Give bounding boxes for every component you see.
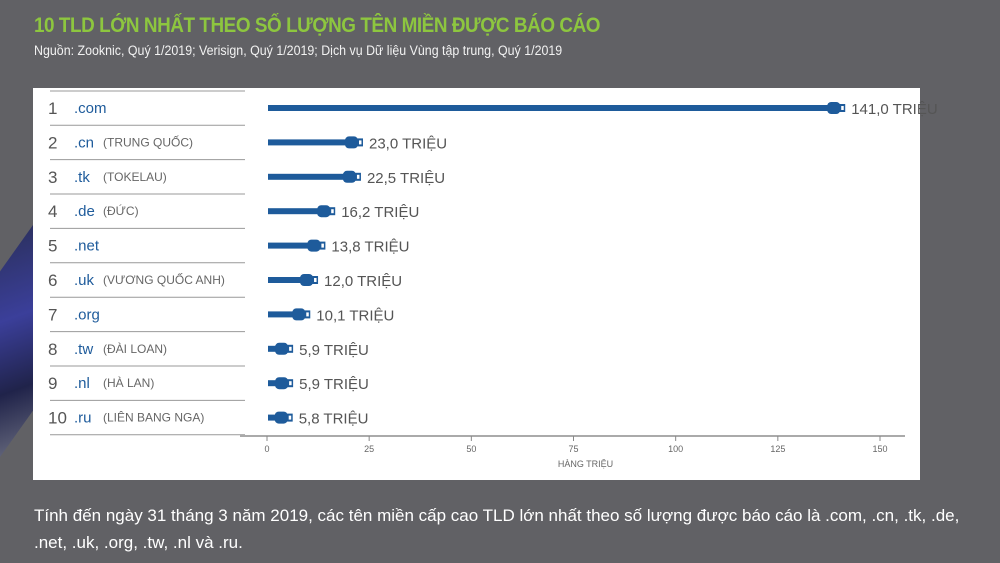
x-tick-label: 75 [568, 444, 578, 454]
bar-plug [344, 136, 358, 149]
rank-label: 2 [48, 133, 57, 152]
bar-plug-notch [289, 381, 292, 386]
tld-label: .com [74, 100, 107, 117]
x-tick-label: 25 [364, 444, 374, 454]
tld-label: .nl [74, 375, 90, 392]
tld-label: .tw [74, 341, 93, 358]
bar-plug [827, 102, 841, 114]
country-label: (HÀ LAN) [103, 375, 154, 390]
bar-plug [275, 377, 289, 390]
x-tick-label: 125 [770, 444, 785, 454]
x-tick-label: 0 [264, 444, 269, 454]
bar-plug-notch [289, 346, 292, 351]
rank-label: 7 [48, 305, 57, 324]
bar [268, 380, 281, 387]
value-label: 10,1 TRIỆU [316, 307, 394, 324]
bar-plug-notch [358, 140, 362, 145]
tld-label: .net [74, 238, 100, 255]
bar-plug-notch [314, 278, 317, 282]
country-label: (ĐỨC) [103, 203, 139, 218]
tld-label: .org [74, 306, 100, 323]
bar-plug-notch [288, 415, 292, 420]
tld-label: .de [74, 203, 95, 220]
rank-label: 3 [48, 168, 57, 187]
tld-label: .ru [74, 410, 92, 427]
bar-plug-notch [331, 209, 334, 214]
country-label: (ĐÀI LOAN) [103, 341, 167, 356]
caption-text: Tính đến ngày 31 tháng 3 năm 2019, các t… [34, 506, 960, 552]
rank-label: 6 [48, 271, 57, 290]
chart-panel [33, 88, 920, 480]
bar [268, 414, 280, 421]
x-tick-label: 150 [872, 444, 887, 454]
bar-plug-notch [321, 243, 324, 248]
value-label: 22,5 TRIỆU [367, 170, 445, 187]
rank-label: 5 [48, 237, 57, 256]
bar-plug-notch [306, 312, 309, 317]
value-label: 5,9 TRIỆU [299, 342, 369, 359]
country-label: (VƯƠNG QUỐC ANH) [103, 272, 225, 287]
bar-plug [275, 342, 289, 355]
bar [268, 311, 298, 318]
bar-plug [342, 170, 356, 183]
tld-label: .cn [74, 134, 94, 151]
bar [268, 277, 306, 283]
chart-source: Nguồn: Zooknic, Quý 1/2019; Verisign, Qu… [34, 43, 563, 58]
x-axis-title: HÀNG TRIỆU [558, 459, 613, 469]
bar-plug-notch [841, 106, 844, 110]
x-tick-label: 100 [668, 444, 683, 454]
tld-label: .uk [74, 272, 95, 289]
value-label: 12,0 TRIỆU [324, 273, 402, 290]
value-label: 5,8 TRIỆU [299, 411, 369, 428]
bar [268, 242, 313, 249]
rank-label: 8 [48, 340, 57, 359]
x-tick-label: 50 [466, 444, 476, 454]
chart-title: 10 TLD LỚN NHẤT THEO SỐ LƯỢNG TÊN MIỀN Đ… [34, 14, 601, 37]
bar-plug [274, 411, 288, 424]
rank-label: 4 [48, 202, 57, 221]
country-label: (LIÊN BANG NGA) [103, 410, 204, 425]
country-label: (TOKELAU) [103, 170, 167, 184]
value-label: 13,8 TRIỆU [331, 239, 409, 256]
country-label: (TRUNG QUỐC) [103, 134, 193, 149]
bar-plug [300, 274, 314, 286]
bar [268, 173, 348, 180]
value-label: 141,0 TRIỆU [851, 101, 937, 118]
bar [268, 208, 323, 215]
rank-label: 9 [48, 374, 57, 393]
bar [268, 105, 833, 111]
bar-plug [292, 308, 306, 321]
bar-plug [307, 239, 321, 252]
value-label: 23,0 TRIỆU [369, 135, 447, 152]
bar-plug [317, 205, 331, 218]
value-label: 5,9 TRIỆU [299, 376, 369, 393]
value-label: 16,2 TRIỆU [341, 204, 419, 221]
rank-label: 10 [48, 409, 67, 428]
bar [268, 345, 281, 352]
bar [268, 139, 350, 146]
rank-label: 1 [48, 99, 57, 118]
tld-label: .tk [74, 169, 90, 186]
bar-plug-notch [356, 174, 360, 179]
